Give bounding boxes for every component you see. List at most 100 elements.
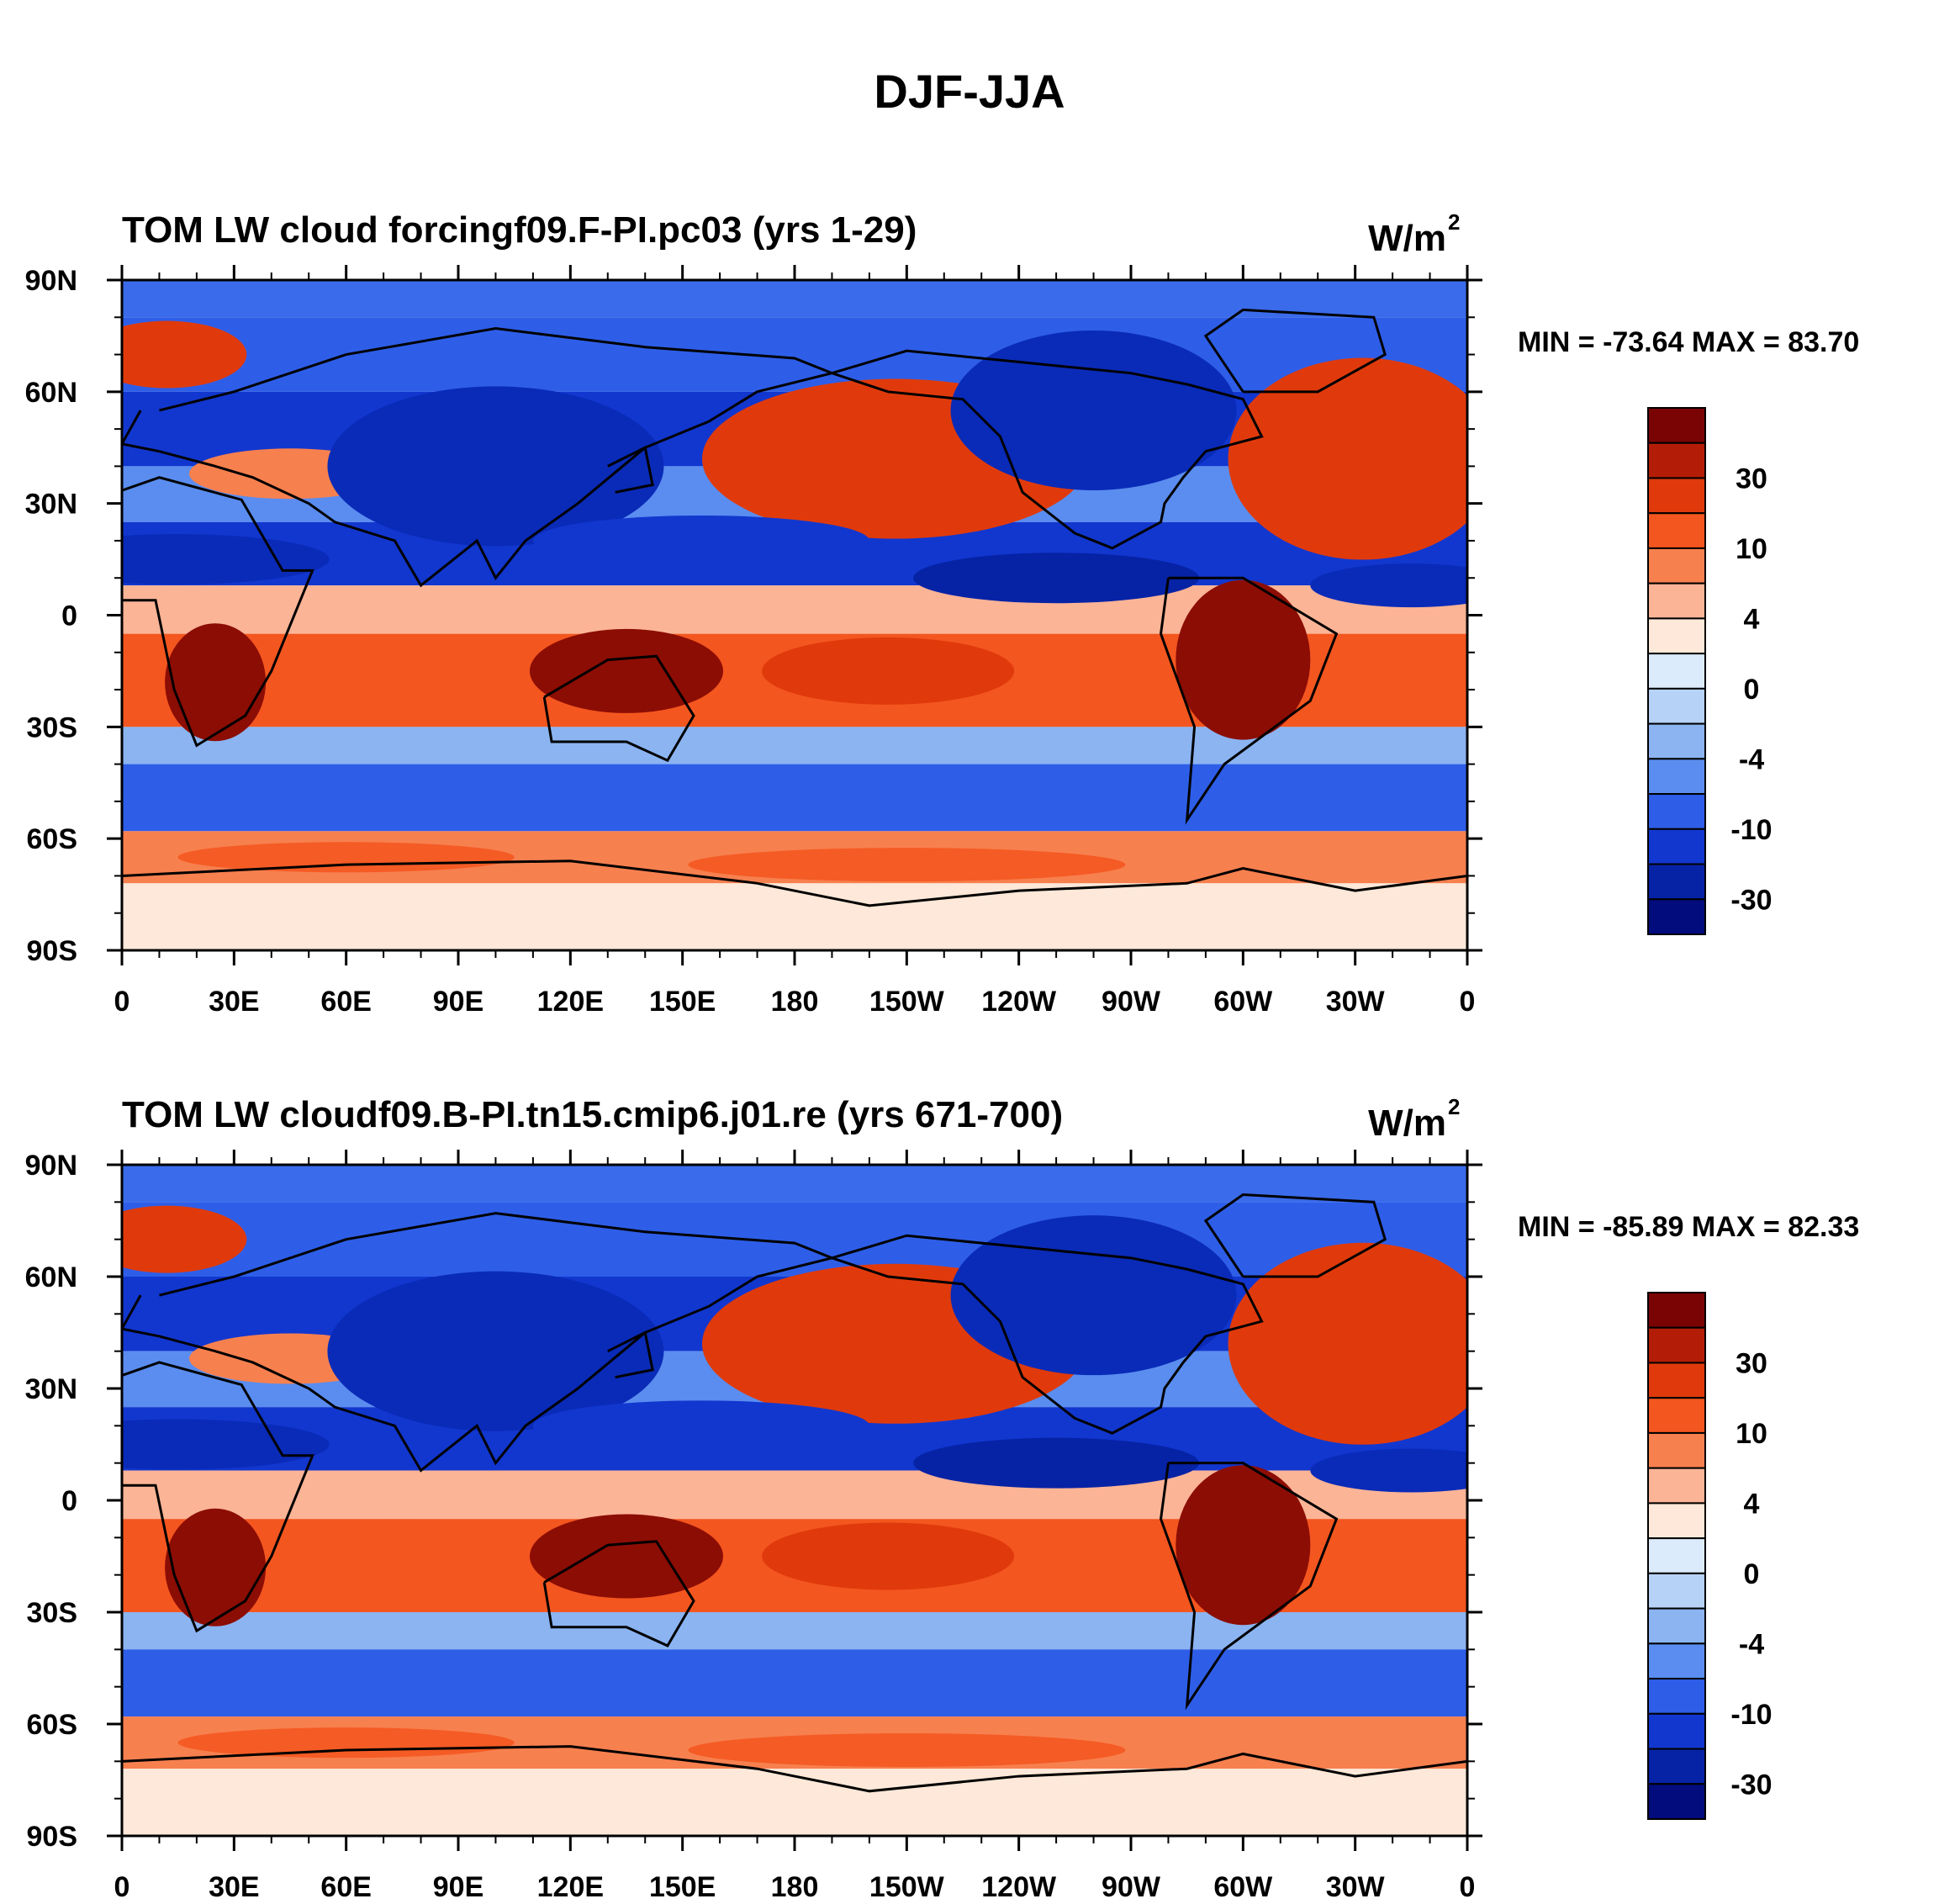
colorbar-label: 4 (1744, 603, 1760, 635)
x-tick-label: 60W (1213, 986, 1273, 1018)
colorbar-swatch (1647, 582, 1706, 620)
zonal-band (122, 1202, 1467, 1277)
coastline-segment (122, 1745, 1467, 1793)
colorbar-swatch (1647, 1362, 1706, 1399)
colorbar-swatch (1647, 617, 1706, 655)
zonal-band (122, 883, 1467, 950)
sahel-cold (122, 1419, 330, 1470)
x-tick-label: 180 (771, 1871, 819, 1903)
colorbar-swatch (1647, 1572, 1706, 1610)
colorbar-swatch (1647, 828, 1706, 865)
x-tick-label: 150E (649, 1871, 716, 1903)
colorbar-swatch (1647, 477, 1706, 515)
x-tick-label: 30W (1326, 986, 1386, 1018)
colorbar-label: 0 (1744, 1558, 1760, 1590)
atlantic-itcz-cold (1310, 1448, 1467, 1493)
colorbar-swatch (1647, 653, 1706, 690)
nordic-warm-anomaly (122, 1205, 247, 1273)
colorbar: 30 10 4 0 -4 -10 -30 (1647, 1292, 1773, 1820)
x-tick-label: 60W (1213, 1871, 1273, 1903)
west-pacific-cold (532, 1400, 869, 1452)
colorbar-swatch (1647, 1467, 1706, 1505)
min-max-label: MIN = -73.64 MAX = 83.70 (1518, 326, 1859, 358)
x-tick-label: 120W (981, 986, 1057, 1018)
x-tick-label: 90E (433, 986, 484, 1018)
atlantic-itcz-cold (1310, 563, 1467, 608)
colorbar-swatch (1647, 547, 1706, 584)
min-max-label: MIN = -85.89 MAX = 82.33 (1518, 1211, 1859, 1243)
y-tick-label: 60N (25, 377, 77, 409)
colorbar-label: 4 (1744, 1488, 1760, 1520)
coastline-segment (831, 349, 1264, 550)
colorbar-label: 10 (1736, 533, 1767, 565)
units-label: W/m (1368, 218, 1446, 259)
y-tick-label: 90N (25, 265, 77, 297)
antarctic-warm-ridge (688, 848, 1126, 882)
indian-ocean-warm (309, 1519, 495, 1579)
colorbar-swatch (1647, 512, 1706, 549)
colorbar-label: -4 (1739, 1628, 1764, 1660)
coastlines (122, 308, 1467, 907)
colorbar-label: 30 (1736, 1347, 1767, 1379)
x-tick-label: 90W (1102, 986, 1161, 1018)
coastline-segment (122, 1212, 837, 1473)
units-exponent: 2 (1448, 209, 1460, 235)
x-tick-label: 150E (649, 986, 716, 1018)
south-america-hot (1176, 579, 1311, 740)
x-tick-label: 90W (1102, 1871, 1161, 1903)
x-tick-label: 0 (114, 1871, 130, 1903)
coastline-segment (607, 446, 654, 494)
y-tick-label: 60S (27, 1709, 78, 1741)
y-tick-label: 30S (27, 711, 78, 743)
colorbar-swatch (1647, 1431, 1706, 1469)
x-tick-label: 150W (869, 1871, 945, 1903)
colorbar-swatch (1647, 687, 1706, 725)
map-panel-1: 0 30E 60E 90E 120E 150E 180 150W 120W 90W 60W 30W 0 9… (25, 209, 1860, 1018)
zonal-band (122, 317, 1467, 392)
colorbar-label: 30 (1736, 463, 1767, 495)
x-tick-label: 180 (771, 986, 819, 1018)
colorbar-swatch (1647, 722, 1706, 760)
colorbar-swatch (1647, 1537, 1706, 1574)
colorbar-swatch (1647, 1783, 1706, 1820)
southern-africa-hot (165, 623, 267, 742)
coastline-segment (542, 654, 695, 763)
panel-title: TOM LW cloudf09.B-PI.tn15.cmip6.j01.re (… (122, 1094, 1063, 1135)
coastline-segment (1203, 1193, 1387, 1278)
x-tick-label: 90E (433, 1871, 484, 1903)
colorbar-swatch (1647, 793, 1706, 830)
coastline-segment (122, 859, 1467, 907)
southern-ocean-warm (177, 1727, 515, 1759)
colorbar-swatch (1647, 1748, 1706, 1785)
colorbar-swatch (1647, 1397, 1706, 1434)
colorbar-label: -4 (1739, 743, 1764, 775)
colorbar-swatch (1647, 863, 1706, 901)
colorbar-label: -30 (1730, 1769, 1772, 1801)
x-tick-label: 120E (537, 1871, 604, 1903)
x-tick-label: 0 (1460, 986, 1476, 1018)
y-tick-label: 0 (61, 1485, 77, 1517)
map-panel-2: 0 30E 60E 90E 120E 150E 180 150W 120W 90W 60W 30W 0 9… (25, 1094, 1860, 1903)
colorbar-swatch (1647, 1642, 1706, 1680)
x-tick-label: 30E (209, 1871, 260, 1903)
colorbar-swatch (1647, 898, 1706, 936)
north-america-cold-anomaly (950, 330, 1237, 490)
colorbar-swatch (1647, 442, 1706, 479)
coastline-segment (831, 1234, 1264, 1435)
colorbar-swatch (1647, 1607, 1706, 1645)
north-atlantic-warm-anomaly (1228, 357, 1467, 560)
x-tick-label: 0 (1460, 1871, 1476, 1903)
x-tick-label: 60E (320, 986, 372, 1018)
coastlines (122, 1193, 1467, 1793)
maritime-continent-hot (530, 1514, 723, 1599)
colorbar-swatch (1647, 1712, 1706, 1750)
south-america-hot (1176, 1465, 1311, 1626)
west-pacific-cold (532, 515, 869, 566)
units-exponent: 2 (1448, 1094, 1460, 1119)
x-tick-label: 60E (320, 1871, 372, 1903)
east-pacific-cold (913, 1437, 1200, 1489)
maritime-continent-hot (530, 628, 723, 713)
zonal-band (122, 764, 1467, 832)
antarctic-warm-ridge (688, 1733, 1126, 1768)
